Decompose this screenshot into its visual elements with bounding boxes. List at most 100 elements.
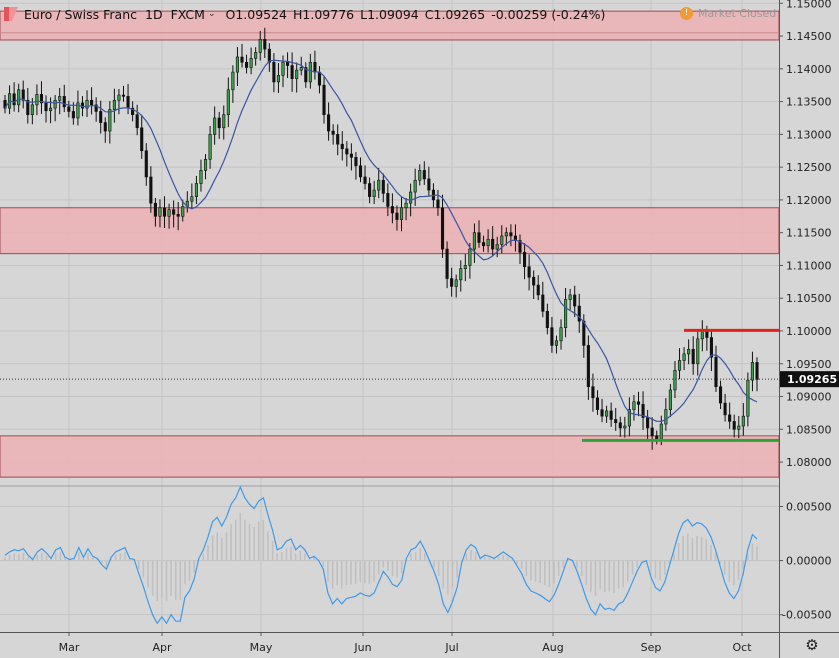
candle-body bbox=[121, 94, 126, 97]
candle-body bbox=[545, 311, 549, 329]
candle bbox=[440, 194, 445, 258]
price-axis[interactable] bbox=[779, 0, 839, 658]
candle-body bbox=[258, 39, 262, 53]
candle-body bbox=[677, 360, 682, 371]
candle bbox=[732, 414, 736, 438]
supply-demand-zone[interactable] bbox=[0, 207, 780, 255]
candle-body bbox=[609, 410, 613, 420]
candle-body bbox=[172, 209, 176, 215]
candle-body bbox=[181, 206, 185, 217]
candle-body bbox=[244, 61, 249, 68]
candle bbox=[76, 90, 80, 126]
candle bbox=[249, 47, 253, 75]
candle-body bbox=[390, 206, 394, 214]
gear-icon[interactable]: ⚙ bbox=[805, 636, 819, 654]
candle-body bbox=[737, 425, 741, 430]
oscillator-tick-label: 0.00000 bbox=[786, 555, 832, 568]
candle bbox=[418, 164, 422, 186]
candle bbox=[368, 177, 372, 204]
symbol-name[interactable]: Euro / Swiss Franc bbox=[24, 6, 137, 22]
candle bbox=[600, 398, 604, 423]
candle-body bbox=[595, 397, 600, 410]
candle bbox=[445, 241, 449, 289]
candle bbox=[240, 43, 244, 68]
candle-body bbox=[363, 176, 367, 184]
candle bbox=[203, 154, 208, 180]
candle bbox=[286, 52, 290, 78]
candle bbox=[117, 89, 121, 115]
candle bbox=[627, 397, 631, 437]
candle bbox=[190, 183, 194, 208]
candle bbox=[696, 331, 700, 376]
time-tick-label: May bbox=[250, 641, 273, 654]
candle-body bbox=[399, 207, 404, 220]
candle bbox=[235, 47, 239, 86]
candle bbox=[85, 90, 89, 117]
candle bbox=[99, 100, 103, 134]
candle bbox=[477, 220, 481, 248]
candle-body bbox=[723, 402, 727, 416]
chevron-down-icon[interactable]: ⌄ bbox=[207, 9, 216, 19]
candle bbox=[595, 390, 600, 415]
candle-body bbox=[709, 337, 713, 358]
candle bbox=[121, 85, 126, 102]
candle bbox=[153, 197, 157, 227]
candle-body bbox=[459, 268, 463, 281]
candle-body bbox=[732, 421, 736, 430]
candle-body bbox=[532, 276, 536, 286]
candle-body bbox=[577, 305, 581, 322]
candle bbox=[162, 196, 167, 229]
time-tick-labels: Mar Apr May Jun Jul Aug Sep Oct bbox=[59, 632, 752, 654]
candle-body bbox=[208, 134, 212, 160]
candle-body bbox=[422, 170, 426, 180]
exchange-label[interactable]: FXCM bbox=[170, 6, 205, 22]
time-tick-label: Apr bbox=[152, 641, 172, 654]
candle bbox=[304, 62, 308, 88]
candle-body bbox=[504, 232, 508, 237]
candle bbox=[276, 63, 281, 93]
candle bbox=[500, 225, 504, 254]
candle-body bbox=[641, 404, 645, 418]
candle bbox=[741, 403, 745, 436]
candle bbox=[632, 394, 636, 421]
candle bbox=[267, 43, 271, 72]
interval-label[interactable]: 1D bbox=[145, 6, 163, 22]
candle bbox=[422, 161, 426, 185]
candle-body bbox=[582, 320, 586, 346]
oscillator-tick-label: 0.00500 bbox=[786, 500, 832, 513]
oscillator-tick-label: -0.00500 bbox=[782, 609, 831, 622]
candle-body bbox=[272, 61, 276, 83]
candle bbox=[518, 234, 522, 265]
zones[interactable] bbox=[0, 10, 780, 478]
candle-body bbox=[327, 114, 331, 132]
candle-body bbox=[450, 278, 454, 287]
price-tick-label: 1.08000 bbox=[786, 456, 832, 469]
candle-body bbox=[741, 415, 745, 427]
candle bbox=[605, 405, 609, 423]
candle-body bbox=[682, 353, 686, 361]
candle bbox=[21, 80, 25, 109]
price-tick-labels: 1.15000 1.14500 1.14000 1.13500 1.13000 1.125… bbox=[779, 0, 832, 622]
candle bbox=[614, 407, 618, 431]
candle-body bbox=[217, 117, 221, 129]
candle-body bbox=[377, 179, 381, 191]
supply-demand-zone[interactable] bbox=[0, 435, 780, 478]
candle-body bbox=[650, 427, 654, 437]
supply-demand-zone[interactable] bbox=[0, 10, 780, 41]
candle bbox=[454, 274, 458, 298]
oscillator-line[interactable] bbox=[4, 485, 758, 625]
candle bbox=[295, 62, 299, 93]
candle-body bbox=[249, 58, 253, 68]
time-tick-label: Aug bbox=[542, 641, 563, 654]
candle-body bbox=[636, 401, 641, 405]
oscillator-histogram bbox=[4, 512, 758, 602]
candle bbox=[641, 391, 645, 430]
candle-body bbox=[226, 89, 230, 115]
moving-average-line[interactable] bbox=[4, 59, 758, 423]
open-value: O1.09524 bbox=[225, 6, 288, 22]
candle bbox=[554, 335, 559, 354]
candle-body bbox=[144, 150, 148, 178]
candle-body bbox=[573, 294, 577, 307]
candle-body bbox=[468, 248, 472, 266]
